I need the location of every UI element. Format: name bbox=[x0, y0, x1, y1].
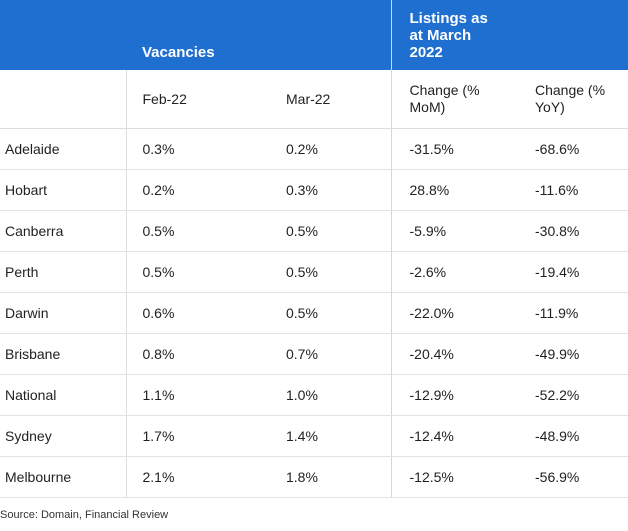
mom-cell: -22.0% bbox=[390, 292, 517, 334]
city-cell: Adelaide bbox=[0, 128, 127, 170]
listings-header-line: at March bbox=[409, 27, 472, 44]
group-header-row: Vacancies Listings as at March 2022 bbox=[0, 0, 628, 70]
mom-header-line: MoM) bbox=[409, 99, 446, 115]
mar-cell: 0.5% bbox=[270, 251, 391, 293]
yoy-cell: -56.9% bbox=[517, 456, 628, 498]
yoy-cell: -11.9% bbox=[517, 292, 628, 334]
yoy-cell: -48.9% bbox=[517, 415, 628, 457]
city-cell: National bbox=[0, 374, 127, 416]
feb-cell: 1.1% bbox=[126, 374, 270, 416]
mom-cell: -12.4% bbox=[390, 415, 517, 457]
mar-cell: 1.8% bbox=[270, 456, 391, 498]
yoy-cell: -19.4% bbox=[517, 251, 628, 293]
city-cell: Melbourne bbox=[0, 456, 127, 498]
yoy-cell: -11.6% bbox=[517, 169, 628, 211]
mar-cell: 0.5% bbox=[270, 292, 391, 334]
table-row: Brisbane 0.8% 0.7% -20.4% -49.9% bbox=[0, 333, 628, 375]
feb-cell: 0.8% bbox=[126, 333, 270, 375]
listings-header-line: 2022 bbox=[409, 44, 443, 61]
column-header-row: Feb-22 Mar-22 Change (% MoM) Change (% Y… bbox=[0, 70, 628, 129]
rental-data-table: Vacancies Listings as at March 2022 Feb-… bbox=[0, 0, 628, 498]
feb-cell: 0.5% bbox=[126, 251, 270, 293]
mom-cell: -20.4% bbox=[390, 333, 517, 375]
feb-cell: 0.6% bbox=[126, 292, 270, 334]
city-cell: Canberra bbox=[0, 210, 127, 252]
mar-cell: 1.4% bbox=[270, 415, 391, 457]
yoy-cell: -30.8% bbox=[517, 210, 628, 252]
mom-cell: -2.6% bbox=[390, 251, 517, 293]
table-row: Adelaide 0.3% 0.2% -31.5% -68.6% bbox=[0, 128, 628, 170]
table-row: Darwin 0.6% 0.5% -22.0% -11.9% bbox=[0, 292, 628, 334]
table-body: Adelaide 0.3% 0.2% -31.5% -68.6% Hobart 0.2% 0.… bbox=[0, 128, 628, 498]
yoy-column-header: Change (% YoY) bbox=[517, 70, 628, 129]
table-row: Sydney 1.7% 1.4% -12.4% -48.9% bbox=[0, 415, 628, 457]
mom-cell: -31.5% bbox=[390, 128, 517, 170]
city-cell: Hobart bbox=[0, 169, 127, 211]
mom-header-line: Change (% bbox=[409, 82, 480, 98]
city-cell: Brisbane bbox=[0, 333, 127, 375]
mom-cell: -5.9% bbox=[390, 210, 517, 252]
mom-cell: -12.9% bbox=[390, 374, 517, 416]
city-cell: Sydney bbox=[0, 415, 127, 457]
listings-header-line: Listings as bbox=[409, 10, 488, 27]
yoy-cell: -68.6% bbox=[517, 128, 628, 170]
yoy-header-line: Change (% bbox=[535, 82, 606, 98]
city-cell: Darwin bbox=[0, 292, 127, 334]
feb-cell: 0.3% bbox=[126, 128, 270, 170]
table-row: Melbourne 2.1% 1.8% -12.5% -56.9% bbox=[0, 456, 628, 498]
yoy-cell: -52.2% bbox=[517, 374, 628, 416]
feb-column-header: Feb-22 bbox=[126, 70, 270, 129]
feb-cell: 1.7% bbox=[126, 415, 270, 457]
yoy-cell: -49.9% bbox=[517, 333, 628, 375]
table-row: Canberra 0.5% 0.5% -5.9% -30.8% bbox=[0, 210, 628, 252]
mom-cell: -12.5% bbox=[390, 456, 517, 498]
city-column-header bbox=[0, 70, 127, 129]
mar-cell: 0.2% bbox=[270, 128, 391, 170]
header-blank-cell bbox=[0, 0, 126, 70]
source-note: Source: Domain, Financial Review bbox=[0, 509, 169, 521]
table-row: Perth 0.5% 0.5% -2.6% -19.4% bbox=[0, 251, 628, 293]
city-cell: Perth bbox=[0, 251, 127, 293]
feb-cell: 0.5% bbox=[126, 210, 270, 252]
mar-column-header: Mar-22 bbox=[270, 70, 391, 129]
mar-cell: 0.7% bbox=[270, 333, 391, 375]
yoy-header-line: YoY) bbox=[535, 99, 565, 115]
table-row: National 1.1% 1.0% -12.9% -52.2% bbox=[0, 374, 628, 416]
mom-column-header: Change (% MoM) bbox=[390, 70, 517, 129]
mom-cell: 28.8% bbox=[390, 169, 517, 211]
mar-cell: 0.3% bbox=[270, 169, 391, 211]
feb-cell: 2.1% bbox=[126, 456, 270, 498]
vacancies-header: Vacancies bbox=[126, 0, 391, 70]
mar-cell: 0.5% bbox=[270, 210, 391, 252]
table-row: Hobart 0.2% 0.3% 28.8% -11.6% bbox=[0, 169, 628, 211]
mar-cell: 1.0% bbox=[270, 374, 391, 416]
listings-header: Listings as at March 2022 bbox=[390, 0, 628, 70]
feb-cell: 0.2% bbox=[126, 169, 270, 211]
